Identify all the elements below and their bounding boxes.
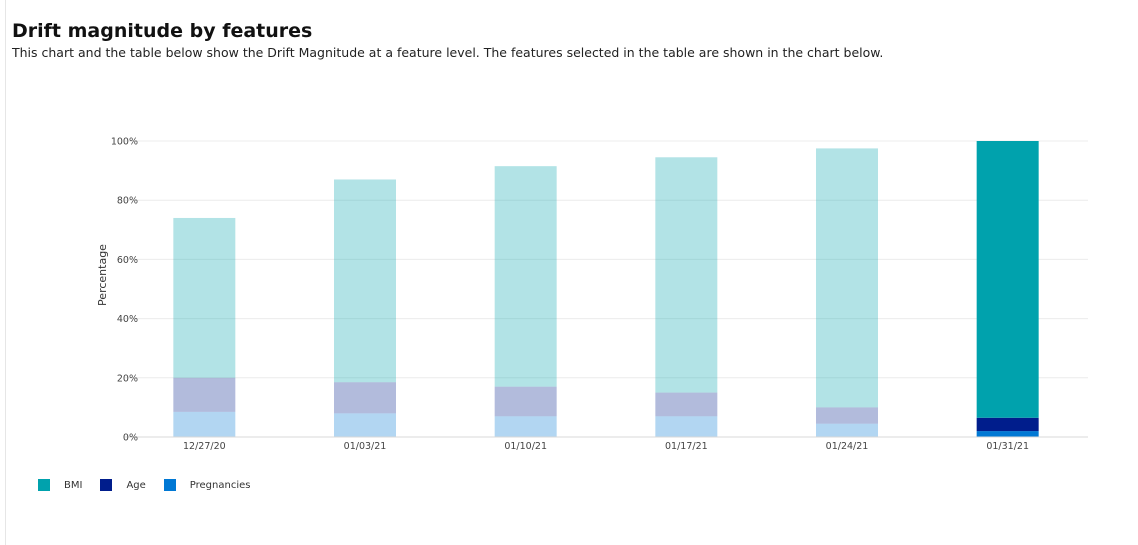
legend-label-pregnancies: Pregnancies <box>189 479 251 491</box>
x-tick-label: 01/24/21 <box>826 441 869 452</box>
chart-y-ticks: 0% 20% 40% 60% 80% 100% <box>111 137 138 444</box>
y-tick-label: 40% <box>117 314 138 325</box>
bar-segment-pregnancies[interactable] <box>816 423 878 437</box>
chart-legend: BMI Age Pregnancies <box>38 479 268 491</box>
chart-gridlines <box>124 140 1088 438</box>
legend-label-bmi: BMI <box>64 479 83 491</box>
x-tick-label: 01/10/21 <box>504 441 547 452</box>
bar-segment-age[interactable] <box>334 382 396 414</box>
x-tick-label: 01/17/21 <box>665 441 708 452</box>
legend-swatch-age <box>100 479 113 491</box>
bar-segment-age[interactable] <box>816 407 878 424</box>
legend-swatch-bmi <box>38 479 50 491</box>
bar-segment-pregnancies[interactable] <box>976 431 1039 437</box>
bar-segment-bmi[interactable] <box>976 141 1039 418</box>
y-tick-label: 100% <box>111 137 138 148</box>
bar-segment-pregnancies[interactable] <box>494 416 557 437</box>
x-tick-label: 12/27/20 <box>183 441 226 452</box>
bar-segment-age[interactable] <box>655 392 718 417</box>
y-tick-label: 20% <box>117 373 138 384</box>
page-subtitle: This chart and the table below show the … <box>12 45 884 60</box>
bar-segment-bmi[interactable] <box>494 166 557 387</box>
legend-item-pregnancies[interactable]: Pregnancies <box>163 479 251 491</box>
bar-segment-bmi[interactable] <box>816 148 878 408</box>
chart-x-ticks: 12/27/20 01/03/21 01/10/21 01/17/21 01/24/21… <box>183 441 1029 452</box>
y-tick-label: 80% <box>117 196 138 207</box>
bar-segment-age[interactable] <box>494 386 557 417</box>
panel-left-border <box>5 0 6 545</box>
legend-item-bmi[interactable]: BMI <box>38 479 82 491</box>
bar-segment-pregnancies[interactable] <box>655 416 718 437</box>
bar-segment-age[interactable] <box>976 417 1039 432</box>
chart-bars <box>124 141 1088 438</box>
x-tick-label: 01/31/21 <box>986 441 1029 452</box>
y-tick-label: 60% <box>117 255 138 266</box>
bar-segment-bmi[interactable] <box>334 179 396 383</box>
legend-swatch-pregnancies <box>163 479 176 491</box>
y-tick-label: 0% <box>123 433 138 444</box>
bar-segment-bmi[interactable] <box>173 217 236 378</box>
x-tick-label: 01/03/21 <box>344 441 387 452</box>
legend-item-age[interactable]: Age <box>100 479 146 491</box>
bar-segment-pregnancies[interactable] <box>334 413 396 437</box>
legend-label-age: Age <box>126 479 146 491</box>
page-title: Drift magnitude by features <box>12 20 313 42</box>
bar-segment-age[interactable] <box>173 377 236 412</box>
bar-segment-bmi[interactable] <box>655 157 718 393</box>
y-axis-label: Percentage <box>96 244 109 306</box>
bar-segment-pregnancies[interactable] <box>173 411 236 437</box>
